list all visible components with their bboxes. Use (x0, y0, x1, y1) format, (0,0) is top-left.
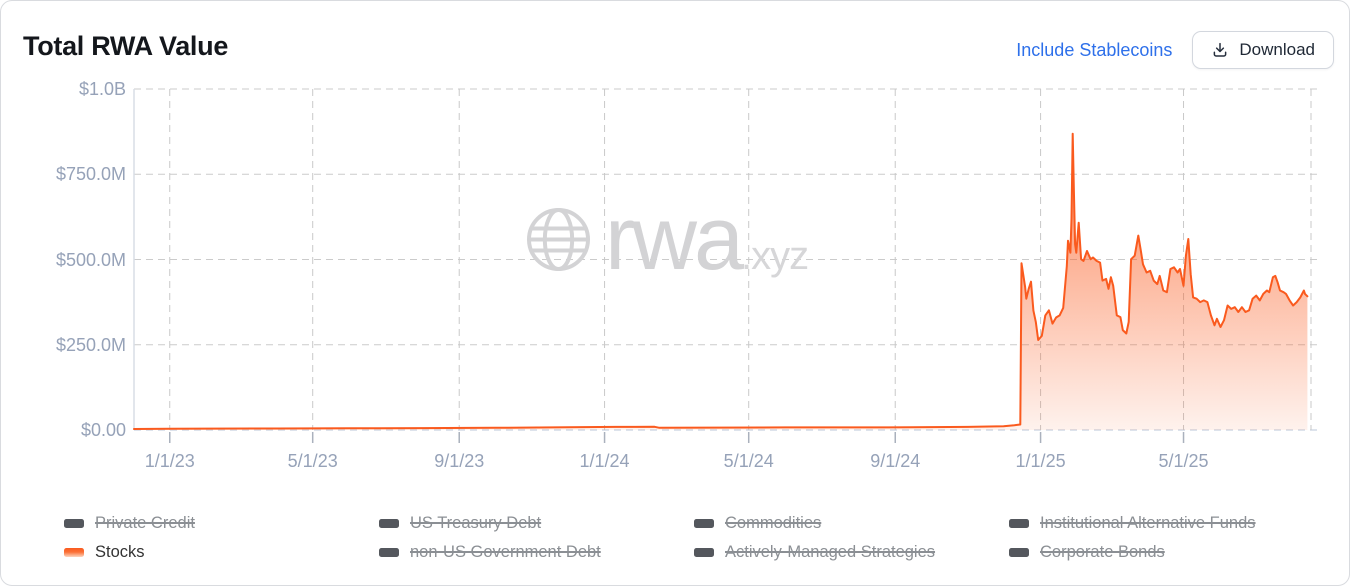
legend-item-actively-managed-strategies[interactable]: Actively-Managed Strategies (694, 541, 1009, 563)
series-line-stocks (133, 132, 1309, 430)
legend-item-institutional-alternative-funds[interactable]: Institutional Alternative Funds (1009, 512, 1329, 534)
x-axis-label: 5/1/23 (287, 451, 338, 471)
page-title: Total RWA Value (23, 31, 229, 61)
legend-swatch-institutional-alternative-funds (1009, 518, 1029, 528)
legend-item-commodities[interactable]: Commodities (694, 512, 1009, 534)
legend-label-us-treasury-debt: US Treasury Debt (410, 514, 542, 532)
y-axis-label: $1.0B (78, 79, 126, 99)
legend-swatch-stocks (64, 547, 84, 557)
legend-label-non-us-government-debt: non-US Government Debt (410, 543, 601, 561)
legend-item-stocks[interactable]: Stocks (64, 541, 379, 563)
x-axis-label: 9/1/24 (870, 451, 921, 471)
y-axis-label: $500.0M (55, 249, 126, 270)
legend-label-commodities: Commodities (725, 514, 822, 532)
legend-label-stocks: Stocks (95, 543, 145, 561)
y-axis-label: $250.0M (55, 334, 126, 355)
legend-item-non-us-government-debt[interactable]: non-US Government Debt (379, 541, 694, 563)
download-icon (1211, 41, 1229, 59)
legend-swatch-us-treasury-debt (379, 518, 399, 528)
legend-label-institutional-alternative-funds: Institutional Alternative Funds (1040, 514, 1256, 532)
legend-swatch-corporate-bonds (1009, 547, 1029, 557)
legend-item-us-treasury-debt[interactable]: US Treasury Debt (379, 512, 694, 534)
download-label: Download (1239, 40, 1315, 59)
chart-legend: Private Credit US Treasury Debt Commoditie… (64, 512, 1329, 563)
x-axis-label: 5/1/24 (723, 451, 774, 471)
legend-swatch-commodities (694, 518, 714, 528)
x-axis-label: 1/1/23 (144, 451, 195, 471)
header-actions: Include Stablecoins Download (1016, 31, 1334, 69)
legend-label-private-credit: Private Credit (95, 514, 195, 532)
legend-label-actively-managed-strategies: Actively-Managed Strategies (725, 543, 936, 561)
series-area-stocks (134, 133, 1308, 430)
x-axis-label: 1/1/25 (1015, 451, 1066, 471)
legend-label-corporate-bonds: Corporate Bonds (1040, 543, 1165, 561)
include-stablecoins-link[interactable]: Include Stablecoins (1016, 39, 1173, 60)
y-axis-label: $0.00 (80, 420, 126, 440)
legend-swatch-private-credit (64, 518, 84, 528)
y-axis-label: $750.0M (55, 164, 126, 185)
legend-item-private-credit[interactable]: Private Credit (64, 512, 379, 534)
legend-swatch-actively-managed-strategies (694, 547, 714, 557)
legend-item-corporate-bonds[interactable]: Corporate Bonds (1009, 541, 1329, 563)
x-axis-label: 1/1/24 (579, 451, 630, 471)
download-button[interactable]: Download (1192, 31, 1334, 69)
x-axis-label: 9/1/23 (434, 451, 485, 471)
x-axis-label: 5/1/25 (1158, 451, 1209, 471)
legend-swatch-non-us-government-debt (379, 547, 399, 557)
